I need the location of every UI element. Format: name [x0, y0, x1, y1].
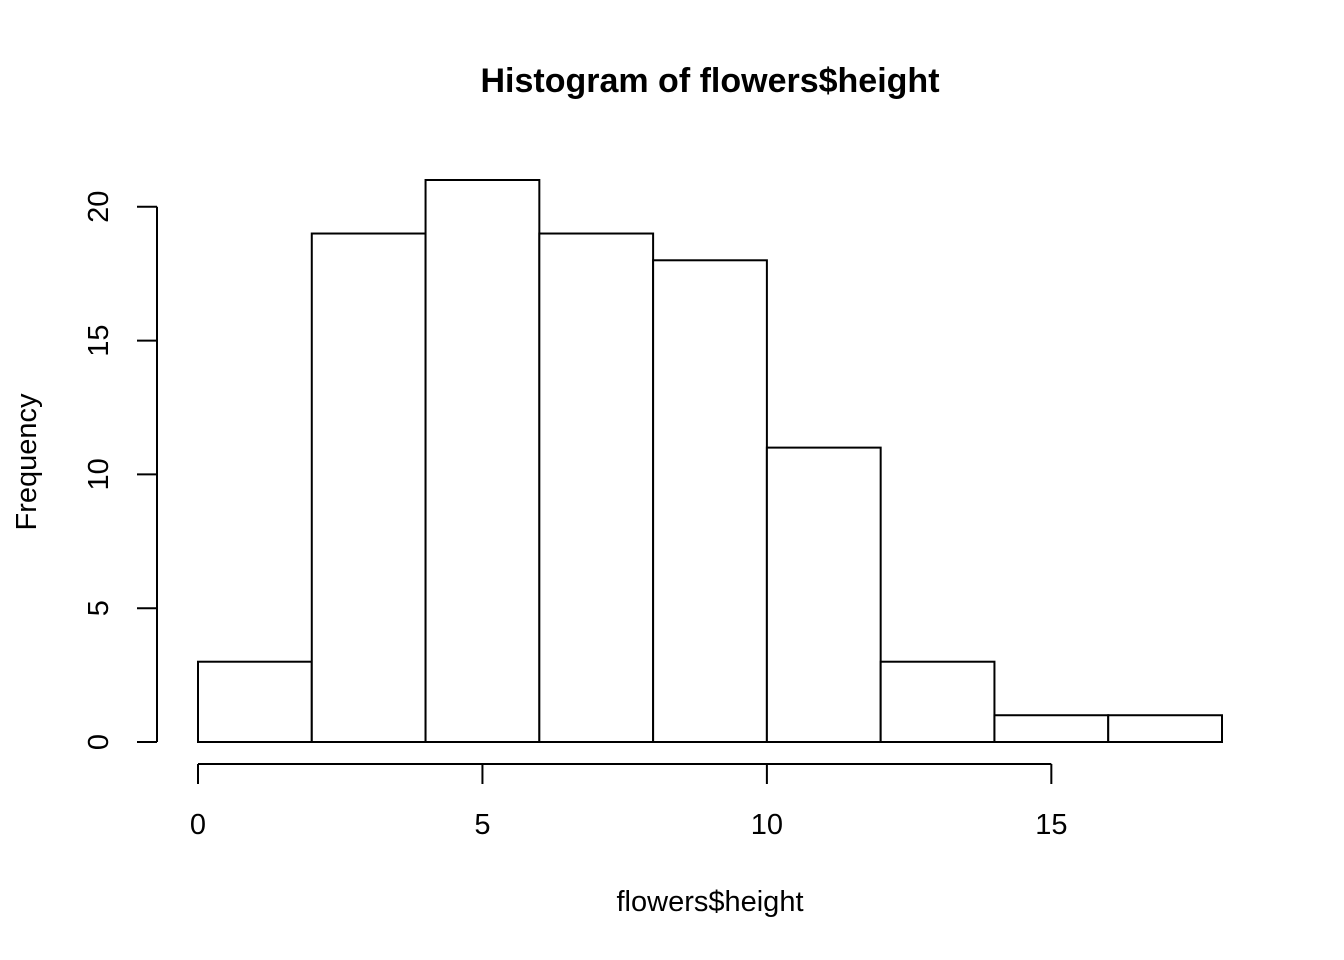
histogram-bar — [538, 232, 655, 743]
y-tick-label: 10 — [83, 458, 115, 490]
histogram-bar — [1107, 714, 1223, 744]
histogram-bar — [765, 446, 882, 743]
x-tick-label: 0 — [190, 809, 206, 841]
histogram-bar — [652, 259, 768, 743]
y-tick-label: 20 — [83, 191, 115, 223]
y-tick-label: 15 — [83, 324, 115, 356]
x-tick-label: 5 — [474, 809, 490, 841]
histogram-bar — [310, 232, 427, 743]
x-tick-label: 15 — [1035, 809, 1067, 841]
y-axis-label: Frequency — [11, 393, 43, 531]
x-axis-label: flowers$height — [617, 886, 804, 918]
x-axis: 0 5 10 15 — [190, 763, 1067, 841]
x-tick-label: 10 — [751, 809, 783, 841]
bars-group — [197, 179, 1223, 744]
y-axis: 0 5 10 15 20 — [83, 191, 158, 750]
histogram-bar — [993, 714, 1110, 744]
histogram-bar — [197, 660, 313, 744]
chart-title: Histogram of flowers$height — [480, 62, 939, 100]
y-tick-label: 0 — [83, 734, 115, 750]
y-tick-label: 5 — [83, 600, 115, 616]
histogram-bar — [424, 179, 541, 743]
histogram-bar — [879, 660, 996, 744]
